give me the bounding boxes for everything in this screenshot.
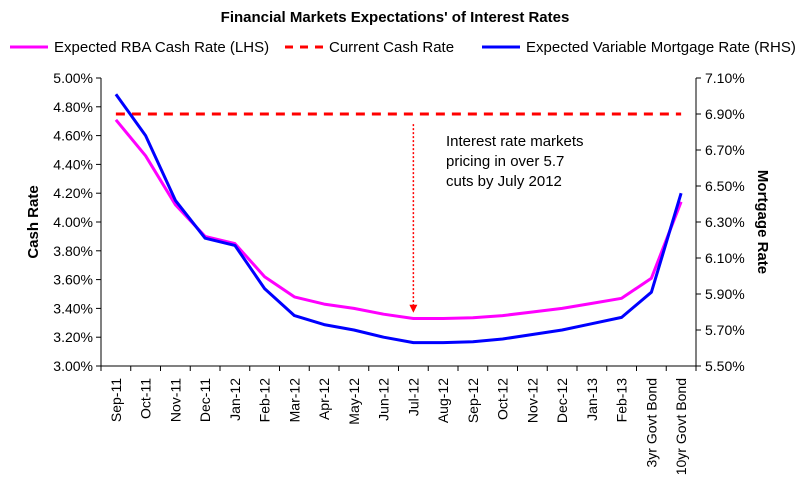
left-tick-label: 4.80% [53,99,93,115]
left-tick-label: 3.20% [53,329,93,345]
x-tick-label: Nov-12 [524,378,540,423]
x-tick-label: Mar-12 [286,378,302,423]
annotation-text-line: pricing in over 5.7 [446,153,564,170]
x-tick-label: Sep-11 [108,378,124,422]
x-tick-label: Sep-12 [465,378,481,423]
left-tick-label: 3.40% [53,300,93,316]
left-tick-label: 5.00% [53,70,93,86]
series-lines [114,93,683,345]
left-tick-label: 3.80% [53,243,93,259]
left-axis-title: Cash Rate [25,185,42,258]
annotation-text-line: cuts by July 2012 [446,173,562,190]
x-tick-label: Nov-11 [167,378,183,422]
left-tick-label: 4.00% [53,214,93,230]
right-axis-title: Mortgage Rate [754,170,771,274]
x-tick-label: Aug-12 [435,378,451,423]
right-tick-label: 6.10% [705,250,745,266]
right-tick-label: 5.50% [705,358,745,374]
right-tick-label: 5.90% [705,286,745,302]
legend-label: Expected RBA Cash Rate (LHS) [54,39,269,56]
x-tick-label: Oct-12 [495,378,511,420]
left-tick-label: 3.60% [53,272,93,288]
x-tick-label: Apr-12 [316,378,332,420]
series-line-mortgage-rate [114,93,683,345]
x-tick-label: Feb-13 [614,378,630,423]
x-tick-label: Jan-13 [584,378,600,421]
axes: 3.00% 3.20% 3.40% 3.60% 3.80% 4.00% 4.20% 4.40%… [25,70,771,475]
legend: Expected RBA Cash Rate (LHS) Current Cash… [10,39,796,56]
left-tick-label: 3.00% [53,358,93,374]
x-tick-label: Oct-11 [138,378,154,419]
x-tick-label: 10yr Govt Bond [673,378,689,475]
x-tick-label: Jun-12 [376,378,392,421]
x-tick-label: Feb-12 [257,378,273,423]
right-tick-label: 6.50% [705,178,745,194]
annotation-text-line: Interest rate markets [446,133,584,150]
right-tick-label: 5.70% [705,322,745,338]
x-tick-label: May-12 [346,378,362,425]
right-tick-label: 7.10% [705,70,745,86]
series-line-cash-rate [114,118,683,320]
right-tick-label: 6.70% [705,142,745,158]
left-tick-label: 4.60% [53,128,93,144]
annotation-arrow-head [409,304,418,313]
right-tick-label: 6.30% [705,214,745,230]
x-tick-label: Dec-11 [197,378,213,422]
right-tick-label: 6.90% [705,106,745,122]
legend-label: Expected Variable Mortgage Rate (RHS) [526,39,796,56]
x-tick-label: Dec-12 [554,378,570,423]
legend-label: Current Cash Rate [329,39,454,56]
x-tick-label: Jan-12 [227,378,243,421]
x-tick-label: 3yr Govt Bond [643,378,659,468]
annotation: Interest rate markets pricing in over 5.7… [409,124,584,313]
left-tick-label: 4.20% [53,185,93,201]
left-tick-label: 4.40% [53,156,93,172]
x-tick-label: Jul-12 [405,378,421,416]
chart-title: Financial Markets Expectations' of Inter… [221,9,570,26]
